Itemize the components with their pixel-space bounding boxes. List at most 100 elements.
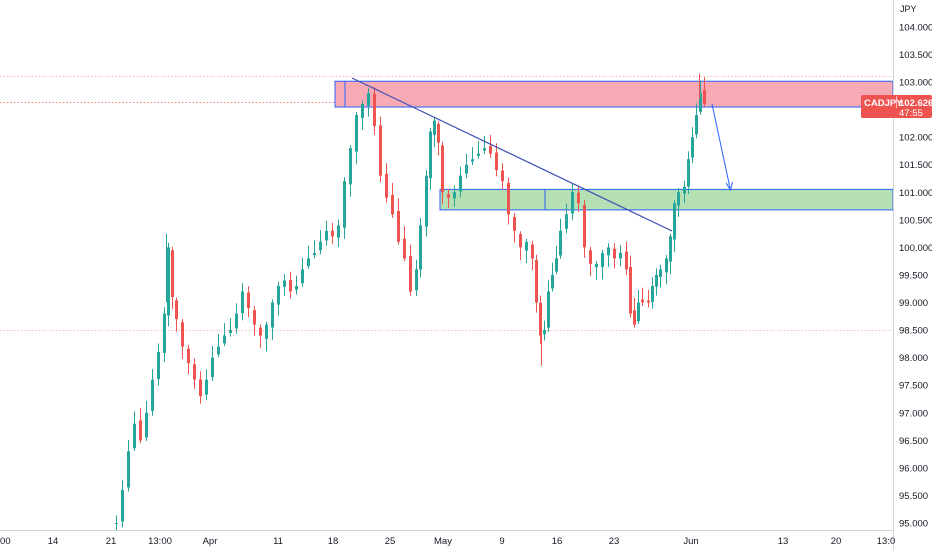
candle-body [415,269,418,291]
candle-body [453,192,456,199]
price-zones [334,80,894,211]
candle-body [601,252,604,268]
price-tick-label: 96.500 [899,436,928,447]
candle-body [127,451,130,488]
candle-body [539,302,542,336]
candle-body [337,225,340,238]
candle-body [167,247,170,316]
resistance-zone [334,80,894,108]
candle-body [139,420,142,441]
time-tick-label: 9 [499,536,504,547]
last-price-value: 102.626 [899,98,932,109]
time-tick-label: 23 [609,536,620,547]
price-tick-label: 100.500 [899,215,932,226]
time-axis[interactable]: :00 14 21 13:00 Apr 11 18 25 May 9 16 23 Jun 13 20 13:0 [0,536,895,547]
candle-body [205,379,208,395]
time-tick-label: 20 [831,536,842,547]
candle-body [319,241,322,251]
price-tick-label: 98.000 [899,353,928,364]
candle-body [447,194,450,198]
candle-body [555,258,558,272]
candle-body [171,250,174,297]
candle-body [489,145,492,154]
candle-body [301,269,304,284]
price-axis[interactable]: 104.000103.500103.000102.500102.000101.5… [899,22,932,529]
candle-body [349,148,352,185]
candle-body [419,225,422,270]
time-tick-label: 13:0 [877,536,896,547]
price-tick-label: 99.000 [899,298,928,309]
candle-body [613,248,616,259]
candle-body [307,258,310,267]
candle-body [259,327,262,336]
candle-body [217,346,220,355]
projection-arrow-head [725,181,733,192]
candle-body [151,379,154,411]
candle-body [695,115,698,135]
candle-body [115,523,118,524]
candle-body [471,159,474,162]
candle-body [551,274,554,289]
price-tick-label: 102.000 [899,133,932,144]
projection-arrow [711,103,731,189]
candle-body [577,192,580,204]
candle-body [247,292,250,309]
candle-body [691,137,694,158]
candle-body [535,260,538,303]
candles [115,73,706,531]
candle-body [379,125,382,176]
candle-body [241,291,244,314]
descending-trendline [351,77,673,232]
candle-body [659,269,662,277]
candle-body [543,330,546,335]
time-tick-label: Apr [203,536,218,547]
price-tick-label: 95.000 [899,519,928,530]
time-tick-label: 13:00 [148,536,172,547]
last-price-tag[interactable]: CADJPY 102.626 47:55 [861,95,932,119]
candle-body [465,164,468,174]
price-tick-label: 99.500 [899,270,928,281]
price-tick-label: 103.000 [899,78,932,89]
candle-body [181,322,184,347]
time-tick-label: 25 [385,536,396,547]
candle-body [157,352,160,380]
candle-body [495,152,498,171]
candle-body [531,244,534,259]
candle-body [641,299,644,303]
candle-body [683,186,686,194]
candle-body [331,230,334,237]
candle-body [437,123,440,143]
candle-body [223,335,226,344]
candle-body [163,313,166,353]
candle-body [501,170,504,182]
candle-body [519,234,522,248]
candle-body [637,302,640,322]
candle-body [607,247,610,256]
candle-body [429,131,432,179]
candle-body [313,252,316,256]
candle-body [433,120,436,135]
price-tick-label: 103.500 [899,50,932,61]
candle-body [367,93,370,107]
candle-body [385,173,388,198]
candle-body [619,252,622,259]
time-tick-label: 16 [552,536,563,547]
price-tick-label: 96.000 [899,463,928,474]
time-tick-label: 11 [273,536,283,547]
candle-body [343,181,346,228]
candle-body [295,285,298,290]
candle-body [699,93,702,112]
candle-body [647,300,650,303]
candle-body [133,423,136,449]
candle-body [669,236,672,262]
candle-body [629,266,632,314]
price-tick-label: 104.000 [899,22,932,33]
candle-body [409,255,412,292]
price-tick-label: 95.500 [899,491,928,502]
candle-body [677,192,680,206]
candle-body [625,251,628,270]
candle-body [229,330,232,333]
time-tick-label: 13 [778,536,789,547]
candle-body [571,192,574,214]
